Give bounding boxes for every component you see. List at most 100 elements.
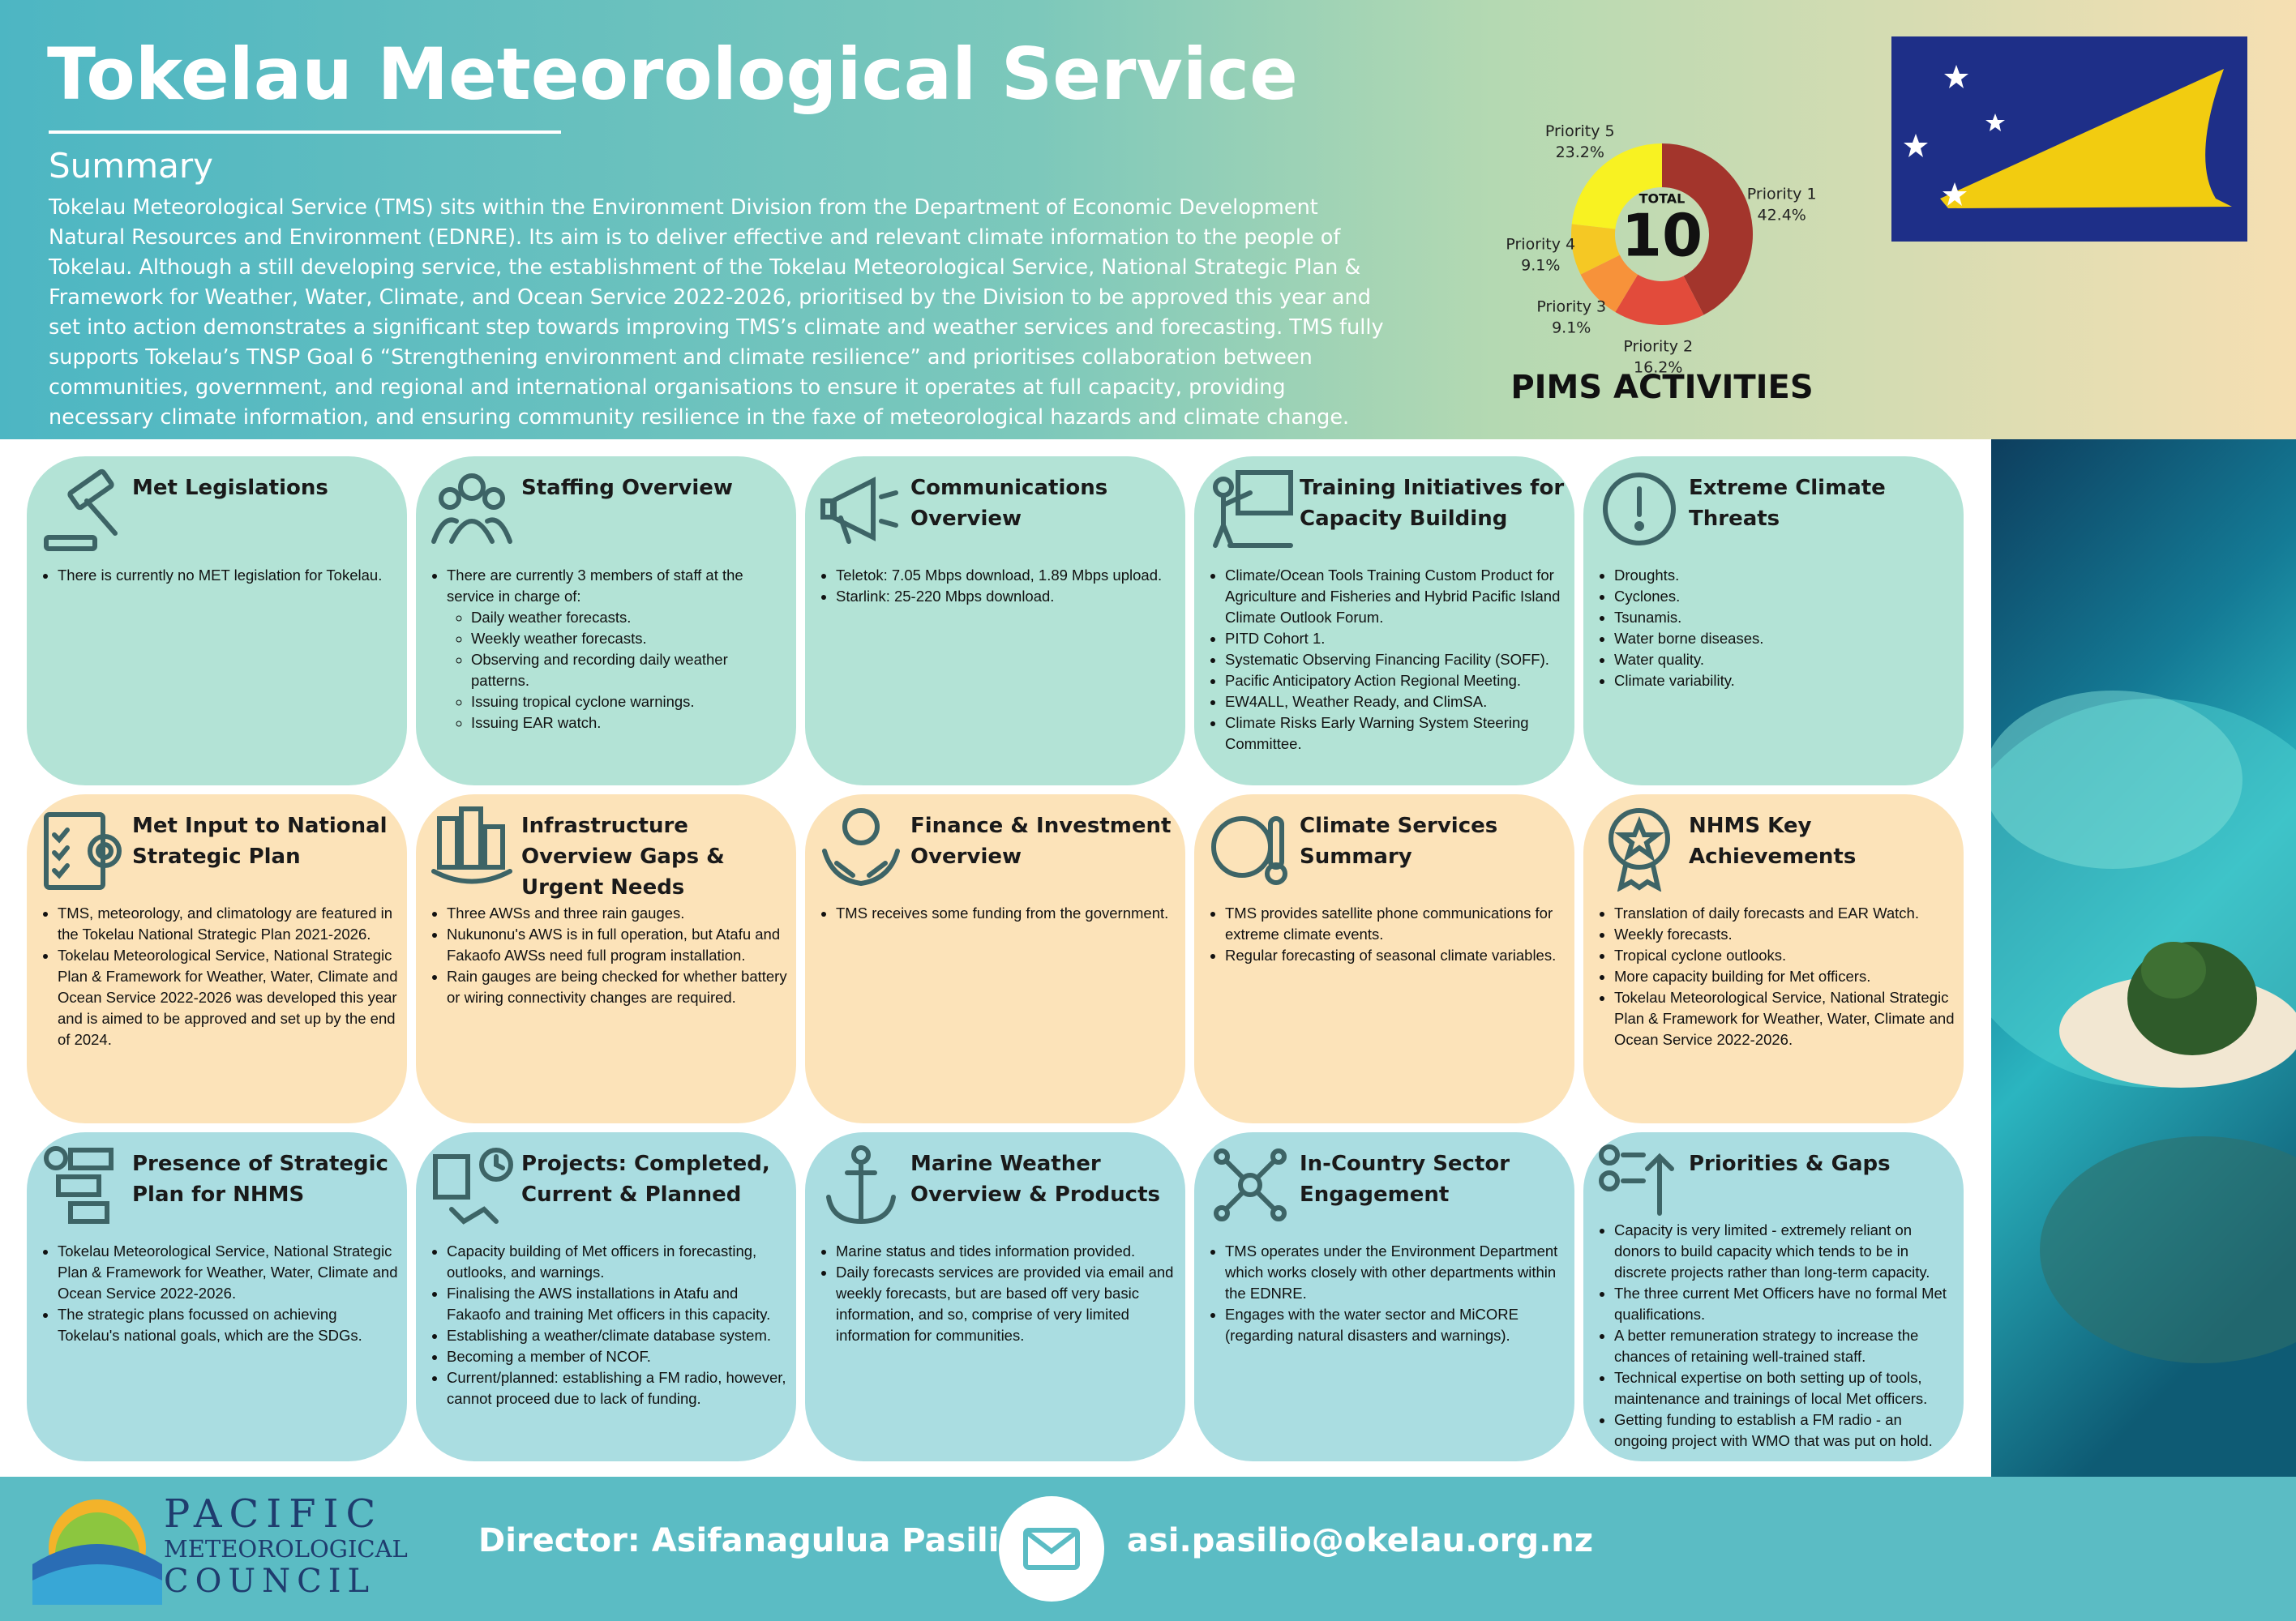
card: Communications Overview Teletok: 7.05 Mbp… [805,456,1185,785]
bullet-text: Pacific Anticipatory Action Regional Mee… [1225,672,1522,689]
bullet: Tropical cyclone outlooks. [1614,945,1955,966]
bullet: Tsunamis. [1614,607,1955,628]
card-title: Priorities & Gaps [1689,1152,1891,1176]
bullet-text: Translation of daily forecasts and EAR W… [1614,905,1919,922]
bullet: Systematic Observing Financing Facility … [1225,649,1566,670]
bullet: Rain gauges are being checked for whethe… [447,966,787,1008]
card-title: Finance & Investment Overview [910,814,1172,869]
card-icon [44,468,118,551]
bullet: Tokelau Meteorological Service, National… [1614,987,1955,1050]
bullet-text: Cyclones. [1614,588,1681,605]
bullet: Climate/Ocean Tools Training Custom Prod… [1225,565,1566,628]
card-title: Marine Weather Overview & Products [910,1152,1160,1207]
bullet-list: TMS receives some funding from the gover… [812,903,1176,924]
sub-bullet: Weekly weather forecasts. [471,628,787,649]
bullet-text: Tropical cyclone outlooks. [1614,947,1787,964]
bullet-text: Capacity building of Met officers in for… [447,1242,757,1281]
bullet-list: TMS, meteorology, and climatology are fe… [33,903,398,1050]
card: Met Input to National Strategic Plan TMS,… [27,794,407,1123]
sub-bullet: Observing and recording daily weather pa… [471,649,787,691]
bullet-text: Becoming a member of NCOF. [447,1348,651,1365]
bullet-text: PITD Cohort 1. [1225,630,1326,647]
bullet: Nukunonu's AWS is in full operation, but… [447,924,787,966]
bullet: More capacity building for Met officers. [1614,966,1955,987]
summary-text: Tokelau Meteorological Service (TMS) sit… [49,195,1384,430]
bullet-text: Tokelau Meteorological Service, National… [1614,989,1955,1048]
card-icon [826,1145,896,1225]
card-icon [1608,808,1670,892]
bullet: PITD Cohort 1. [1225,628,1566,649]
card-title: In-Country Sector Engagement [1300,1152,1510,1207]
bullet-text: Daily forecasts services are provided vi… [836,1264,1174,1344]
card: Marine Weather Overview & Products Marine… [805,1132,1185,1461]
bullet-text: TMS operates under the Environment Depar… [1225,1242,1558,1302]
card-icon [1603,473,1676,545]
bullet-text: Engages with the water sector and MiCORE… [1225,1306,1519,1344]
bullet-list: TMS provides satellite phone communicati… [1201,903,1566,966]
slice-label: Priority 2 [1623,337,1693,355]
card: Finance & Investment Overview TMS receive… [805,794,1185,1123]
bullet-text: Capacity is very limited - extremely rel… [1614,1221,1930,1281]
bullet: Technical expertise on both setting up o… [1614,1367,1955,1409]
bullet-text: The three current Met Officers have no f… [1614,1285,1947,1323]
director: Director: Asifanagulua Pasilio [478,1522,1022,1559]
bullet: TMS, meteorology, and climatology are fe… [58,903,398,945]
bullet: Pacific Anticipatory Action Regional Mee… [1225,670,1566,691]
card: Priorities & Gaps Capacity is very limite… [1583,1132,1964,1461]
card-icon [433,1148,513,1225]
bullet: Water quality. [1614,649,1955,670]
card: In-Country Sector Engagement TMS operates… [1194,1132,1574,1461]
bullet: Starlink: 25-220 Mbps download. [836,586,1176,607]
bullet-text: Getting funding to establish a FM radio … [1614,1411,1933,1449]
bullet: Three AWSs and three rain gauges. [447,903,787,924]
bullet: Finalising the AWS installations in Ataf… [447,1283,787,1325]
bullet: Capacity building of Met officers in for… [447,1241,787,1283]
card-title: NHMS Key Achievements [1689,814,1857,869]
card-title: Presence of Strategic Plan for NHMS [132,1152,388,1207]
card: NHMS Key Achievements Translation of dail… [1583,794,1964,1123]
card: Infrastructure Overview Gaps & Urgent Ne… [416,794,796,1123]
card-icon [431,473,512,544]
slice [1571,143,1662,229]
card: Staffing Overview There are currently 3 m… [416,456,796,785]
slice [1662,143,1753,315]
bullet: The three current Met Officers have no f… [1614,1283,1955,1325]
bullet-list: There is currently no MET legislation fo… [33,565,398,586]
bullet-text: Three AWSs and three rain gauges. [447,905,685,922]
bullet-text: Finalising the AWS installations in Ataf… [447,1285,771,1323]
chart-title: PIMS ACTIVITIES [1510,369,1813,406]
bullet: Engages with the water sector and MiCORE… [1225,1304,1566,1346]
bullet: Cyclones. [1614,586,1955,607]
bullet: Weekly forecasts. [1614,924,1955,945]
bullet-list: Marine status and tides information prov… [812,1241,1176,1346]
card-title: Met Input to National Strategic Plan [132,814,388,869]
logo-text: PACIFIC [164,1491,383,1537]
slice [1580,254,1638,313]
card-icon [820,477,898,544]
bullet-text: TMS provides satellite phone communicati… [1225,905,1553,943]
bullet: Current/planned: establishing a FM radio… [447,1367,787,1409]
email[interactable]: asi.pasilio@okelau.org.nz [1127,1522,1594,1559]
bullet-text: Starlink: 25-220 Mbps download. [836,588,1055,605]
bullet-text: Climate/Ocean Tools Training Custom Prod… [1225,567,1561,626]
bullet: Teletok: 7.05 Mbps download, 1.89 Mbps u… [836,565,1176,586]
card-icon [44,812,122,890]
bullet-text: There is currently no MET legislation fo… [58,567,383,584]
slice [1571,224,1620,275]
bullet-text: Rain gauges are being checked for whethe… [447,968,787,1006]
bullet-text: A better remuneration strategy to increa… [1614,1327,1919,1365]
bullet: Translation of daily forecasts and EAR W… [1614,903,1955,924]
bullet-list: Capacity is very limited - extremely rel… [1590,1220,1955,1452]
bullet-text: The strategic plans focussed on achievin… [58,1306,362,1344]
logo-mark [32,1499,162,1605]
bullet-text: Droughts. [1614,567,1680,584]
card-icon [1214,1148,1287,1221]
email-icon [999,1496,1104,1602]
bullet-list: Droughts. Cyclones. Tsunamis. Water borne d… [1590,565,1955,691]
bullet: Capacity is very limited - extremely rel… [1614,1220,1955,1283]
bullet-text: EW4ALL, Weather Ready, and ClimSA. [1225,693,1488,710]
summary-heading: Summary [49,146,213,186]
card-icon [1213,470,1293,548]
bullet: Establishing a weather/climate database … [447,1325,787,1346]
